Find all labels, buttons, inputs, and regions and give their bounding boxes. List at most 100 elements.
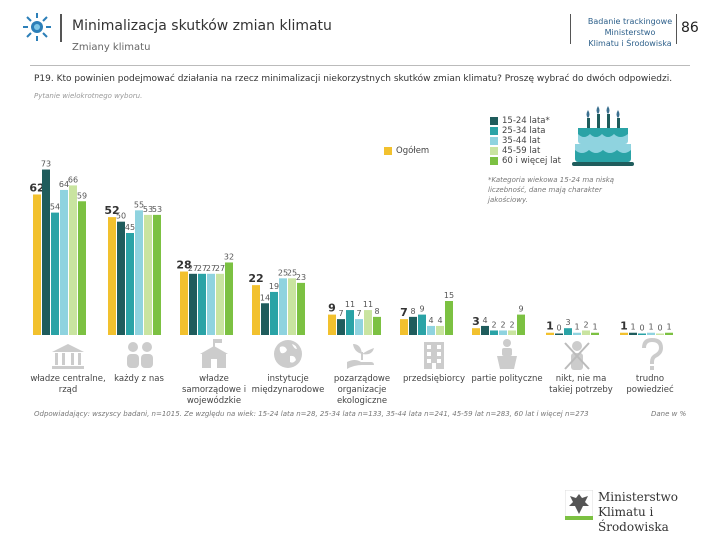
bar-value-label: 8 xyxy=(410,307,415,316)
bar xyxy=(564,328,572,335)
cake-icon xyxy=(572,104,634,168)
bar-value-label: 9 xyxy=(419,305,424,314)
bar-value-label: 52 xyxy=(104,204,119,217)
legend-age: 15-24 lata* 25-34 lata 35-44 lat 45-59 l… xyxy=(490,116,561,166)
bar xyxy=(198,273,206,335)
category-label: nikt, nie ma takiej potrzeby xyxy=(549,374,613,395)
bar xyxy=(144,214,152,335)
bar xyxy=(573,332,581,335)
bar-value-label: 1 xyxy=(630,323,635,332)
bar-value-label: 7 xyxy=(400,306,408,319)
bar-value-label: 45 xyxy=(125,223,135,232)
bar-value-label: 2 xyxy=(491,320,496,329)
bar-value-label: 0 xyxy=(657,324,662,333)
bar xyxy=(582,330,590,335)
bar-value-label: 8 xyxy=(374,307,379,316)
legend-item: 15-24 lata* xyxy=(490,116,561,126)
header-divider xyxy=(60,14,62,42)
bar xyxy=(135,210,143,335)
bar-value-label: 11 xyxy=(345,300,355,309)
bar xyxy=(499,330,507,335)
town-hall-icon xyxy=(196,338,232,374)
bar-value-label: 53 xyxy=(152,205,162,214)
bar-value-label: 4 xyxy=(482,316,487,325)
bar xyxy=(42,169,50,335)
bar-value-label: 27 xyxy=(215,264,225,273)
bar-value-label: 2 xyxy=(509,320,514,329)
bar xyxy=(517,314,525,335)
bar xyxy=(546,332,554,335)
bar xyxy=(629,332,637,335)
category-label: każdy z nas xyxy=(114,374,164,384)
legend-item: 60 i więcej lat xyxy=(490,156,561,166)
category-label: władze samorządowe i wojewódzkie xyxy=(181,374,247,406)
bar-chart: 6273546466595250455553532827272727322214… xyxy=(29,160,673,335)
bar-value-label: 14 xyxy=(260,293,270,302)
bar xyxy=(78,201,86,335)
bar xyxy=(261,303,269,335)
bar xyxy=(279,278,287,335)
category-label: pozarządowe organizacje ekologiczne xyxy=(333,374,391,406)
bar xyxy=(364,310,372,335)
bar xyxy=(225,262,233,335)
header-rule xyxy=(30,65,690,66)
bar xyxy=(337,319,345,335)
bar xyxy=(207,273,215,335)
legend-item: 45-59 lat xyxy=(490,146,561,156)
bar-value-label: 25 xyxy=(287,268,297,277)
bar-value-label: 55 xyxy=(134,200,144,209)
ministry-eagle-icon xyxy=(564,489,594,524)
data-unit-note: Dane w % xyxy=(651,410,687,418)
bar xyxy=(490,330,498,335)
category-label: trudno powiedzieć xyxy=(626,374,674,395)
question-note: Pytanie wielokrotnego wyboru. xyxy=(34,92,143,100)
bar-value-label: 64 xyxy=(59,180,69,189)
bar xyxy=(69,185,77,335)
bar xyxy=(216,273,224,335)
bar xyxy=(117,221,125,335)
category-label: partie polityczne xyxy=(471,374,543,384)
ministry-logo-line: Ministerstwo xyxy=(598,490,678,504)
bar-value-label: 3 xyxy=(565,318,570,327)
bar-value-label: 25 xyxy=(278,268,288,277)
bar xyxy=(189,273,197,335)
bar-value-label: 66 xyxy=(68,175,78,184)
bar xyxy=(33,194,41,335)
bar-value-label: 2 xyxy=(583,320,588,329)
survey-line: Badanie trackingowe xyxy=(587,17,673,26)
bar xyxy=(328,314,336,335)
bar xyxy=(346,310,354,335)
speaker-podium-icon xyxy=(492,338,522,374)
bar-value-label: 3 xyxy=(472,315,480,328)
office-building-icon xyxy=(420,340,448,374)
government-building-icon xyxy=(50,342,86,374)
question-text: P19. Kto powinien podejmować działania n… xyxy=(34,74,673,84)
legend-label: 25-34 lata xyxy=(502,126,546,136)
bar xyxy=(373,316,381,335)
legend-swatch xyxy=(490,117,498,125)
bar xyxy=(60,189,68,335)
bar-value-label: 59 xyxy=(77,191,87,200)
bar xyxy=(436,325,444,335)
bar-value-label: 9 xyxy=(518,305,523,314)
bar-value-label: 19 xyxy=(269,282,279,291)
legend-swatch xyxy=(490,147,498,155)
bar-value-label: 1 xyxy=(546,320,554,333)
legend-swatch xyxy=(384,147,392,155)
bar xyxy=(472,328,480,335)
bar-value-label: 9 xyxy=(328,302,336,315)
base-note: Odpowiadający: wszyscy badani, n=1015. Z… xyxy=(34,410,589,418)
bar-value-label: 11 xyxy=(363,300,373,309)
page-number: 86 xyxy=(681,20,699,36)
bar-value-label: 4 xyxy=(428,316,433,325)
bar xyxy=(508,330,516,335)
legend-swatch xyxy=(490,127,498,135)
globe-icon xyxy=(272,338,304,374)
question-mark-icon xyxy=(638,337,666,376)
bar xyxy=(638,333,646,335)
bar-value-label: 73 xyxy=(41,160,51,169)
crossed-person-icon xyxy=(562,340,592,376)
bar-value-label: 28 xyxy=(176,259,191,272)
bar xyxy=(647,332,655,335)
bar xyxy=(445,301,453,335)
